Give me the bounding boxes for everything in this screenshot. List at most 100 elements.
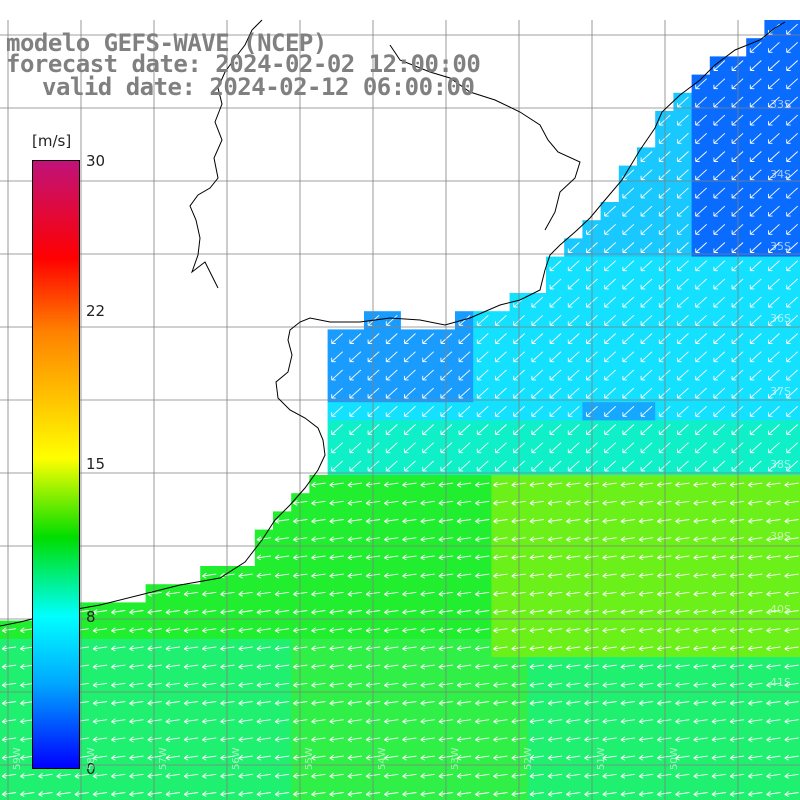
lat-lon-grid — [0, 20, 800, 800]
lon-label: 59W — [12, 747, 23, 770]
lon-label: 51W — [596, 747, 607, 770]
wind-arrow — [695, 187, 708, 199]
wind-arrow — [1, 718, 17, 725]
wind-arrow — [111, 609, 126, 615]
wind-arrow — [493, 627, 508, 634]
wind-arrow — [183, 791, 199, 797]
wind-arrow — [748, 718, 763, 725]
wind-arrow — [256, 645, 271, 652]
wind-arrow — [347, 772, 362, 779]
colorbar-legend: [m/s] 30 22 15 8 0 — [28, 130, 108, 778]
wind-arrow — [677, 205, 689, 217]
wind-arrow — [202, 772, 217, 779]
wind-arrow — [311, 590, 326, 597]
wind-arrow — [384, 700, 399, 706]
wind-arrow — [677, 223, 689, 235]
wind-arrow — [529, 609, 544, 615]
wind-arrow — [385, 314, 398, 326]
wind-arrow — [311, 645, 326, 652]
wind-arrow — [749, 60, 762, 71]
wind-arrow — [331, 442, 344, 454]
wind-arrow — [711, 554, 726, 561]
wind-arrow — [567, 387, 580, 399]
wind-arrow — [420, 518, 435, 524]
wind-arrow — [493, 518, 508, 524]
wind-arrow — [331, 460, 344, 472]
wind-arrow — [786, 442, 799, 454]
wind-arrow — [729, 754, 745, 761]
wind-arrow — [604, 278, 617, 290]
wind-arrow — [657, 754, 672, 761]
wind-arrow — [675, 536, 690, 543]
wind-arrow — [238, 772, 253, 779]
wind-arrow — [584, 572, 599, 579]
colorbar-unit: [m/s] — [32, 132, 72, 150]
wind-arrow — [74, 772, 89, 779]
wind-arrow — [604, 460, 617, 472]
wind-arrow — [347, 791, 362, 797]
wind-arrow — [458, 405, 471, 417]
wind-arrow — [640, 151, 653, 162]
wind-arrow — [402, 627, 417, 634]
wind-arrow — [693, 736, 708, 743]
wind-arrow — [92, 791, 108, 797]
wind-arrow — [402, 736, 417, 743]
wind-arrow — [402, 681, 417, 688]
wind-arrow — [566, 791, 581, 797]
wind-arrow — [711, 536, 726, 543]
wind-arrow — [147, 663, 162, 670]
wind-arrow — [768, 223, 780, 235]
wind-arrow — [529, 572, 544, 579]
wind-arrow — [566, 663, 581, 670]
wind-arrow — [711, 700, 726, 706]
wind-arrow — [768, 296, 780, 308]
wind-arrow — [329, 481, 344, 488]
wind-arrow — [476, 405, 489, 417]
wind-arrow — [165, 590, 180, 597]
wind-arrow — [584, 681, 599, 688]
wind-arrow — [1, 791, 17, 797]
wind-arrow — [274, 718, 290, 725]
wind-arrow — [695, 242, 708, 253]
wind-arrow — [693, 663, 708, 670]
wind-arrow — [768, 314, 780, 326]
wind-arrow — [604, 314, 617, 326]
wind-arrow — [749, 424, 762, 435]
wind-arrow — [766, 590, 781, 597]
lon-label: 57W — [158, 747, 169, 770]
wind-arrow — [311, 791, 326, 797]
wind-arrow — [384, 681, 399, 688]
wind-arrow — [529, 518, 544, 524]
wind-arrow — [458, 442, 471, 454]
wind-arrow — [531, 296, 544, 308]
wind-arrow — [183, 681, 199, 688]
wind-arrow — [711, 645, 726, 652]
wind-arrow — [256, 609, 271, 615]
wind-arrow — [657, 791, 672, 797]
wind-arrow — [602, 554, 617, 561]
wind-arrow — [675, 609, 690, 615]
wind-arrow — [420, 481, 435, 488]
wind-arrow — [475, 554, 490, 561]
wind-arrow — [238, 572, 253, 579]
wind-arrow — [147, 754, 162, 761]
wind-arrow — [129, 681, 144, 688]
wind-arrow — [602, 645, 617, 652]
wind-arrow — [347, 663, 362, 670]
wind-arrow — [256, 590, 271, 597]
wind-arrow — [476, 387, 489, 399]
wind-arrow — [493, 791, 508, 797]
wind-arrow — [402, 499, 417, 506]
wind-arrow — [456, 590, 472, 597]
wind-arrow — [768, 60, 780, 71]
wind-arrow — [238, 700, 253, 706]
wind-arrow — [238, 645, 253, 652]
wind-arrow — [786, 424, 799, 435]
wind-arrow — [675, 481, 690, 488]
wind-arrow — [566, 754, 581, 761]
wind-arrow — [748, 772, 763, 779]
wind-arrow — [329, 536, 344, 543]
lat-label: 37S — [770, 385, 791, 398]
wind-arrow — [657, 554, 672, 561]
wind-arrow — [675, 627, 690, 634]
